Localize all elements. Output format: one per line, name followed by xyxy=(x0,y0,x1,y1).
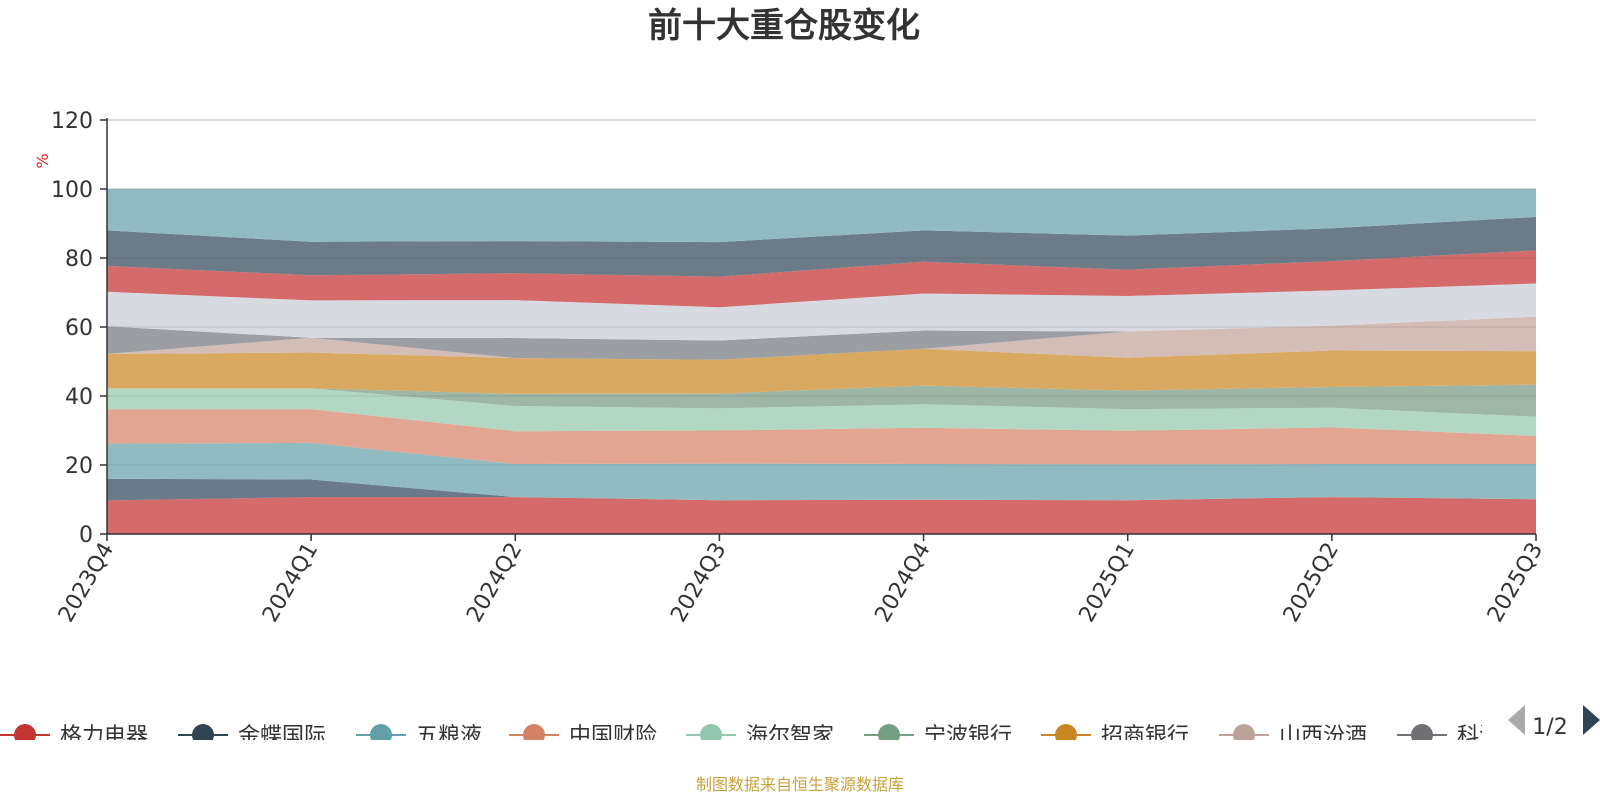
legend-item[interactable]: 格力电器 xyxy=(0,724,148,749)
legend-label: 招商银行 xyxy=(1101,724,1189,749)
y-axis-ticks: 0 20 40 60 80 100 120 xyxy=(51,109,107,548)
legend: 格力电器 金蝶国际 五粮液 中国财险 海尔智家 宁波银行 招商银行 山西汾酒 科沃 xyxy=(0,724,1501,749)
legend-label: 科沃 xyxy=(1457,724,1501,749)
legend-pager: 1/2 xyxy=(1508,705,1600,740)
legend-next-icon[interactable] xyxy=(1583,705,1600,735)
y-tick-label: 120 xyxy=(51,109,93,134)
chart-title: 前十大重仓股变化 xyxy=(648,6,920,46)
legend-circle-icon xyxy=(1411,724,1433,740)
legend-item[interactable]: 招商银行 xyxy=(1041,724,1189,749)
x-tick-label: 2025Q1 xyxy=(1075,539,1140,627)
area-series-6 xyxy=(107,384,1536,417)
legend-circle-icon xyxy=(700,724,722,740)
y-tick-label: 60 xyxy=(65,316,93,341)
area-series-2 xyxy=(107,478,1536,501)
area-series-3 xyxy=(107,442,1536,501)
legend-circle-icon xyxy=(1055,724,1077,740)
x-tick-label: 2024Q3 xyxy=(666,539,731,627)
legend-label: 金蝶国际 xyxy=(238,724,326,749)
area-series-1 xyxy=(107,497,1536,534)
legend-circle-icon xyxy=(523,724,545,740)
legend-label: 宁波银行 xyxy=(924,724,1012,749)
legend-item[interactable]: 海尔智家 xyxy=(686,724,834,749)
y-tick-label: 100 xyxy=(51,178,93,203)
legend-circle-icon xyxy=(192,724,214,740)
legend-page-indicator: 1/2 xyxy=(1532,715,1567,740)
legend-label: 格力电器 xyxy=(60,724,148,749)
legend-label: 海尔智家 xyxy=(746,724,834,749)
legend-prev-icon[interactable] xyxy=(1508,705,1525,735)
legend-label: 五粮液 xyxy=(416,724,482,749)
legend-item[interactable]: 科沃 xyxy=(1397,724,1501,749)
x-axis-ticks: 2023Q4 2024Q1 2024Q2 2024Q3 2024Q4 2025Q1 2025… xyxy=(54,534,1548,627)
area-series-13 xyxy=(107,189,1536,243)
legend-item[interactable]: 山西汾酒 xyxy=(1219,724,1367,749)
legend-item[interactable]: 宁波银行 xyxy=(864,724,1012,749)
y-tick-label: 0 xyxy=(79,523,93,548)
area-series-10 xyxy=(107,283,1536,341)
area-series-7 xyxy=(107,348,1536,394)
x-tick-label: 2025Q3 xyxy=(1483,539,1548,627)
legend-label: 山西汾酒 xyxy=(1279,724,1367,749)
y-tick-label: 80 xyxy=(65,247,93,272)
legend-circle-icon xyxy=(878,724,900,740)
data-source-note: 制图数据来自恒生聚源数据库 xyxy=(696,775,904,794)
legend-item[interactable]: 五粮液 xyxy=(356,724,482,749)
legend-label: 中国财险 xyxy=(569,724,657,749)
legend-circle-icon xyxy=(370,724,392,740)
legend-item[interactable]: 中国财险 xyxy=(509,724,657,749)
y-tick-label: 40 xyxy=(65,385,93,410)
area-series-9 xyxy=(107,316,1536,360)
y-axis-unit: % xyxy=(33,153,52,168)
legend-circle-icon xyxy=(1233,724,1255,740)
area-series-12 xyxy=(107,216,1536,277)
legend-item[interactable]: 金蝶国际 xyxy=(178,724,326,749)
area-series-4 xyxy=(107,409,1536,465)
x-tick-label: 2023Q4 xyxy=(54,539,119,627)
x-tick-label: 2024Q2 xyxy=(462,539,527,627)
y-tick-label: 20 xyxy=(65,454,93,479)
area-series-8 xyxy=(107,316,1536,360)
area-layers xyxy=(107,119,1536,534)
legend-circle-icon xyxy=(14,724,36,740)
x-tick-label: 2024Q4 xyxy=(870,539,935,627)
x-tick-label: 2025Q2 xyxy=(1279,539,1344,627)
x-tick-label: 2024Q1 xyxy=(258,539,323,627)
area-series-5 xyxy=(107,388,1536,436)
area-series-11 xyxy=(107,250,1536,308)
